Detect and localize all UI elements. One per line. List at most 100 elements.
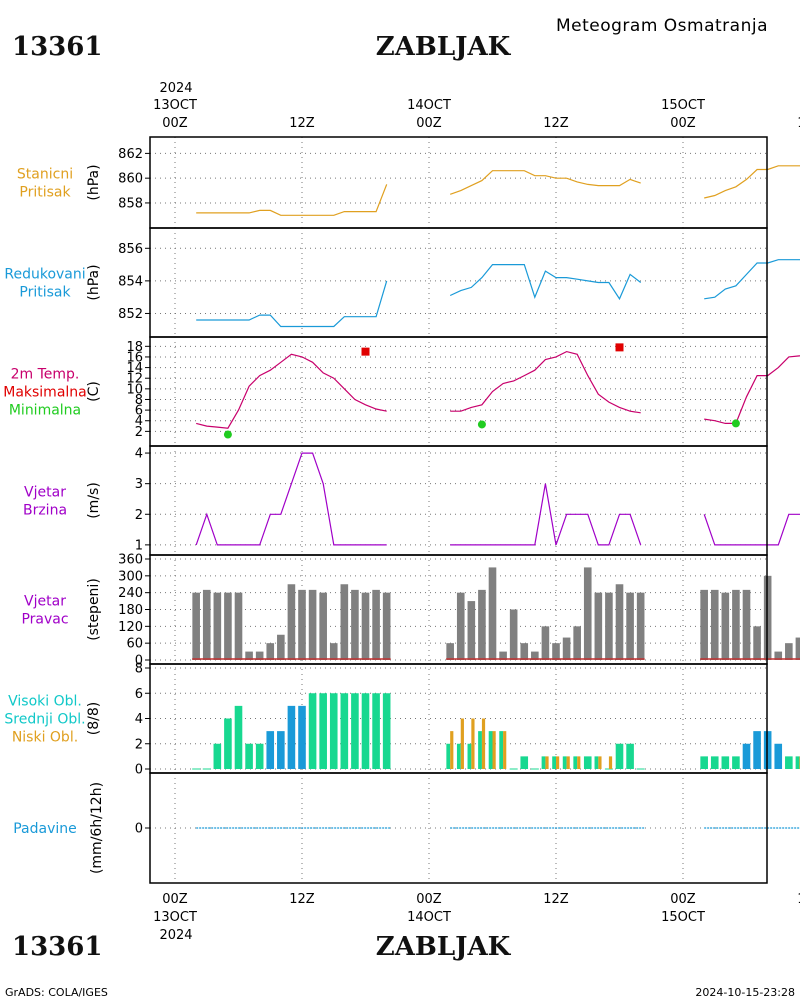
- y-tick-label: 10: [126, 382, 143, 397]
- cloud-mid-bar: [795, 756, 800, 769]
- cloud-mid-bar: [361, 693, 370, 769]
- cloud-mid-bar: [721, 756, 730, 769]
- wind-dir-bar: [774, 651, 783, 660]
- wind-dir-bar: [372, 589, 380, 660]
- wind-dir-bar: [319, 592, 327, 660]
- bottom-hour-label: 12Z: [543, 892, 569, 907]
- top-day-label: 14OCT: [407, 98, 451, 113]
- y-tick-label: 240: [118, 586, 143, 601]
- y-tick-label: 120: [118, 620, 143, 635]
- wind-dir-bar: [382, 592, 391, 660]
- panel-label: Pritisak: [19, 285, 71, 301]
- wind-dir-bar: [467, 601, 476, 660]
- cloud-mid-bar: [372, 693, 380, 769]
- wind-dir-bar: [488, 567, 497, 660]
- panel-label: Padavine: [13, 821, 77, 837]
- wind-dir-bar: [732, 589, 740, 660]
- y-axis-label: (hPa): [86, 264, 102, 300]
- wind-dir-bar: [795, 637, 800, 660]
- cloud-mid-bar: [340, 693, 349, 769]
- series-line: [450, 170, 641, 195]
- series-line: [450, 350, 641, 414]
- cloud-low-bar: [545, 756, 549, 769]
- series-line: [195, 452, 387, 546]
- bottom-year-label: 2024: [159, 928, 192, 943]
- panel-label: Stanicni: [17, 167, 73, 183]
- tmax-marker: [615, 343, 624, 352]
- station-id-bottom: 13361: [12, 932, 102, 962]
- panel-label: Brzina: [23, 503, 67, 519]
- top-hour-label: 00Z: [416, 116, 442, 131]
- cloud-mid-bar: [351, 693, 359, 769]
- wind-dir-bar: [520, 643, 529, 660]
- series-line: [704, 355, 800, 424]
- panel-label: Visoki Obl.: [8, 694, 82, 710]
- station-name-top: ZABLJAK: [376, 32, 512, 62]
- bottom-hour-label: 00Z: [162, 892, 188, 907]
- wind-dir-bar: [573, 626, 581, 660]
- series-line: [196, 184, 388, 216]
- cloud-mid-bar: [319, 693, 327, 769]
- cloud-mid-bar: [520, 756, 529, 769]
- bottom-hour-label: 12Z: [289, 892, 315, 907]
- wind-dir-bar: [277, 634, 285, 660]
- top-day-label: 15OCT: [661, 98, 705, 113]
- wind-dir-bar: [361, 592, 370, 660]
- cloud-mid-bar: [308, 693, 317, 769]
- wind-dir-bar: [478, 589, 486, 660]
- cloud-mid-bar: [488, 731, 493, 769]
- cloud-mid-bar: [552, 756, 556, 769]
- wind-dir-bar: [329, 643, 338, 660]
- cloud-mid-bar: [456, 743, 461, 769]
- y-tick-label: 0: [135, 654, 143, 669]
- y-tick-label: 0: [135, 822, 143, 837]
- cloud-low-bar: [503, 731, 507, 769]
- wind-dir-bar: [552, 643, 560, 660]
- y-tick-label: 8: [135, 662, 143, 677]
- top-hour-label: 12Z: [289, 116, 315, 131]
- cloud-mid-bar: [700, 756, 708, 769]
- cloud-mid-bar: [467, 743, 472, 769]
- wind-dir-bar: [785, 643, 793, 660]
- cloud-mid-bar: [742, 743, 751, 769]
- y-tick-label: 2: [135, 737, 143, 752]
- cloud-mid-bar: [583, 756, 592, 769]
- panel-frame: [149, 772, 768, 884]
- cloud-mid-bar: [785, 756, 793, 769]
- tmin-marker: [223, 430, 232, 439]
- tmin-marker: [731, 419, 740, 428]
- panel-label: 2m Temp.: [11, 367, 80, 383]
- wind-dir-bar: [340, 584, 349, 660]
- wind-dir-bar: [710, 589, 719, 660]
- y-tick-label: 4: [135, 447, 143, 462]
- wind-dir-bar: [615, 584, 624, 660]
- y-axis-label: (C): [86, 381, 102, 402]
- y-tick-label: 300: [118, 569, 143, 584]
- bottom-day-label: 14OCT: [407, 910, 451, 925]
- cloud-mid-bar: [753, 731, 761, 769]
- wind-dir-bar: [308, 589, 317, 660]
- cloud-mid-bar: [478, 731, 482, 769]
- panel-frame: [149, 336, 768, 447]
- wind-dir-bar: [541, 626, 550, 660]
- chart-title: Meteogram Osmatranja: [556, 16, 768, 36]
- wind-dir-bar: [224, 592, 232, 660]
- y-axis-label: (hPa): [86, 164, 102, 200]
- cloud-mid-bar: [710, 756, 719, 769]
- wind-dir-bar: [594, 592, 603, 660]
- wind-dir-bar: [446, 643, 454, 660]
- panel-label: Vjetar: [24, 594, 66, 610]
- wind-dir-bar: [742, 589, 751, 660]
- tmin-marker: [477, 420, 486, 429]
- panel-label: Vjetar: [24, 485, 66, 501]
- y-axis-label: (stepeni): [86, 578, 102, 641]
- top-day-label: 13OCT: [153, 98, 197, 113]
- wind-dir-bar: [531, 651, 539, 660]
- y-tick-label: 14: [126, 361, 143, 376]
- tmax-marker: [361, 347, 370, 356]
- panel-label: Pritisak: [19, 185, 71, 201]
- panel-label: Minimalna: [9, 403, 81, 419]
- cloud-mid-bar: [224, 718, 232, 769]
- wind-dir-bar: [509, 609, 518, 660]
